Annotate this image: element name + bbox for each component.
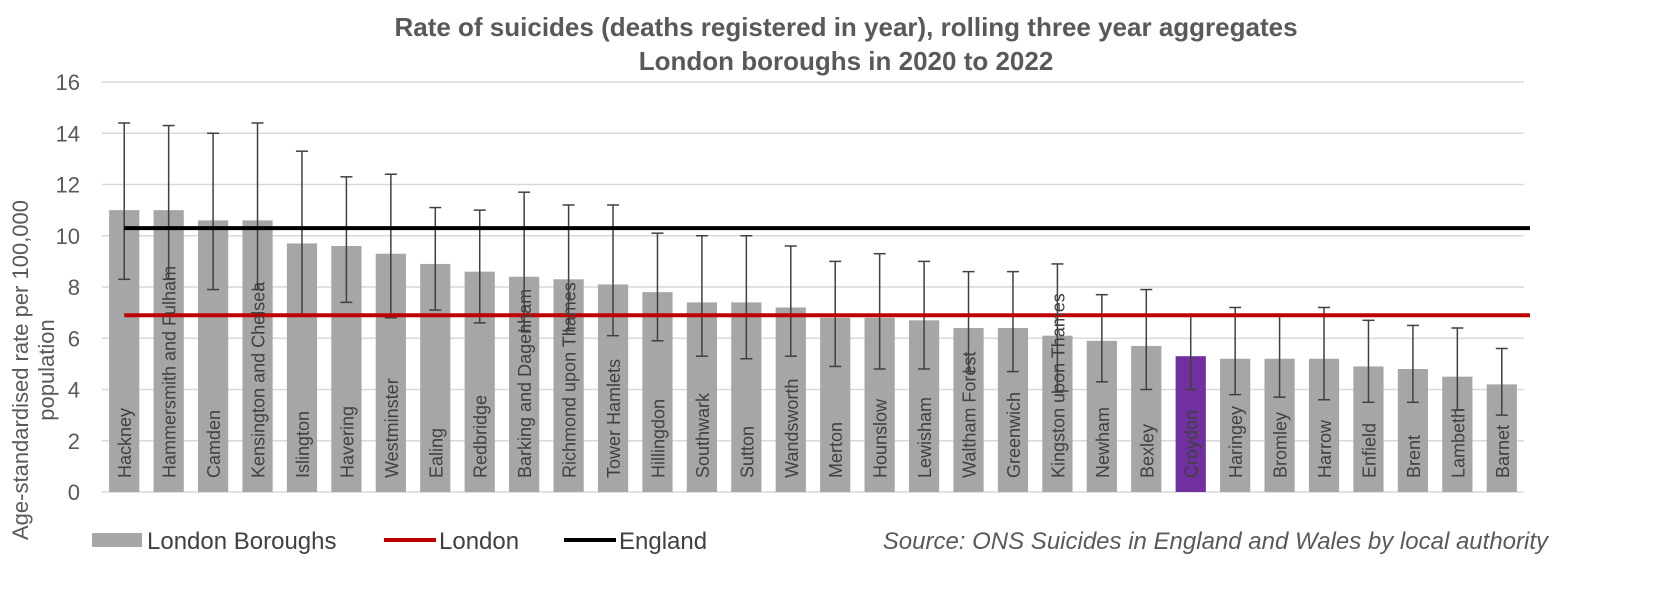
reference-lines xyxy=(124,226,1530,318)
y-axis-label-line-2: population xyxy=(34,319,59,421)
bar-label: Kingston upon Thames xyxy=(1048,293,1068,478)
y-tick-label: 10 xyxy=(56,224,80,249)
bar-label: Barking and Dagenham xyxy=(515,289,535,478)
bar-label: Kensington and Chelsea xyxy=(249,281,269,478)
y-tick-label: 14 xyxy=(56,121,80,146)
bar-label: Ealing xyxy=(426,428,446,478)
bar-label: Croydon xyxy=(1182,410,1202,478)
bar-label: Lewisham xyxy=(915,397,935,478)
y-axis-label-line-1: Age-standardised rate per 100,000 xyxy=(8,200,33,540)
y-tick-label: 12 xyxy=(56,173,80,198)
bar-label: Hounslow xyxy=(871,398,891,478)
bar-label: Newham xyxy=(1093,407,1113,478)
bar-label: Haringey xyxy=(1226,406,1246,478)
y-tick-label: 16 xyxy=(56,70,80,95)
legend: London Boroughs London England xyxy=(92,528,707,555)
bar-labels: Hackney Hammersmith and Fulham Camden Kensi… xyxy=(115,266,1513,478)
bars xyxy=(109,210,1517,492)
bar-label: Merton xyxy=(826,422,846,478)
bar-label: Brent xyxy=(1404,435,1424,478)
bar-label: Hammersmith and Fulham xyxy=(160,266,180,478)
y-tick-label: 0 xyxy=(68,480,80,505)
bar-label: Redbridge xyxy=(471,395,491,478)
bar-label: Richmond upon Thames xyxy=(560,282,580,478)
y-axis-ticks: 0 2 4 6 8 10 12 14 16 xyxy=(56,70,80,505)
bar-label: Bexley xyxy=(1137,424,1157,478)
bar-label: Westminster xyxy=(382,378,402,478)
legend-label-england: England xyxy=(619,528,707,555)
bar-label: Lambeth xyxy=(1448,408,1468,478)
y-tick-label: 6 xyxy=(68,326,80,351)
bar-label: Greenwich xyxy=(1004,392,1024,478)
bar-label: Havering xyxy=(337,406,357,478)
bar-label: Bromley xyxy=(1271,412,1291,478)
bar-label: Camden xyxy=(204,410,224,478)
chart-title-line-1: Rate of suicides (deaths registered in y… xyxy=(394,12,1297,42)
legend-swatch-london-boroughs xyxy=(92,533,142,547)
legend-label-london-boroughs: London Boroughs xyxy=(147,528,337,555)
bar-label: Harrow xyxy=(1315,419,1335,478)
source-note: Source: ONS Suicides in England and Wale… xyxy=(883,528,1550,555)
bar-label: Wandsworth xyxy=(782,379,802,478)
bar-label: Enfield xyxy=(1359,423,1379,478)
y-tick-label: 8 xyxy=(68,275,80,300)
error-bars xyxy=(118,122,1508,416)
bar-label: Barnet xyxy=(1493,425,1513,478)
bar-label: Southwark xyxy=(693,392,713,478)
chart-title-line-2: London boroughs in 2020 to 2022 xyxy=(639,46,1054,76)
legend-label-london: London xyxy=(439,528,519,555)
bar-label: Sutton xyxy=(737,426,757,478)
bar-label: Hackney xyxy=(115,408,135,478)
bar-label: Hillingdon xyxy=(648,399,668,478)
bar-label: Islington xyxy=(293,411,313,478)
y-tick-label: 2 xyxy=(68,429,80,454)
y-axis-label: Age-standardised rate per 100,000 popula… xyxy=(8,200,59,540)
bar-label: Waltham Forest xyxy=(960,352,980,478)
y-tick-label: 4 xyxy=(68,378,80,403)
bar-label: Tower Hamlets xyxy=(604,359,624,478)
